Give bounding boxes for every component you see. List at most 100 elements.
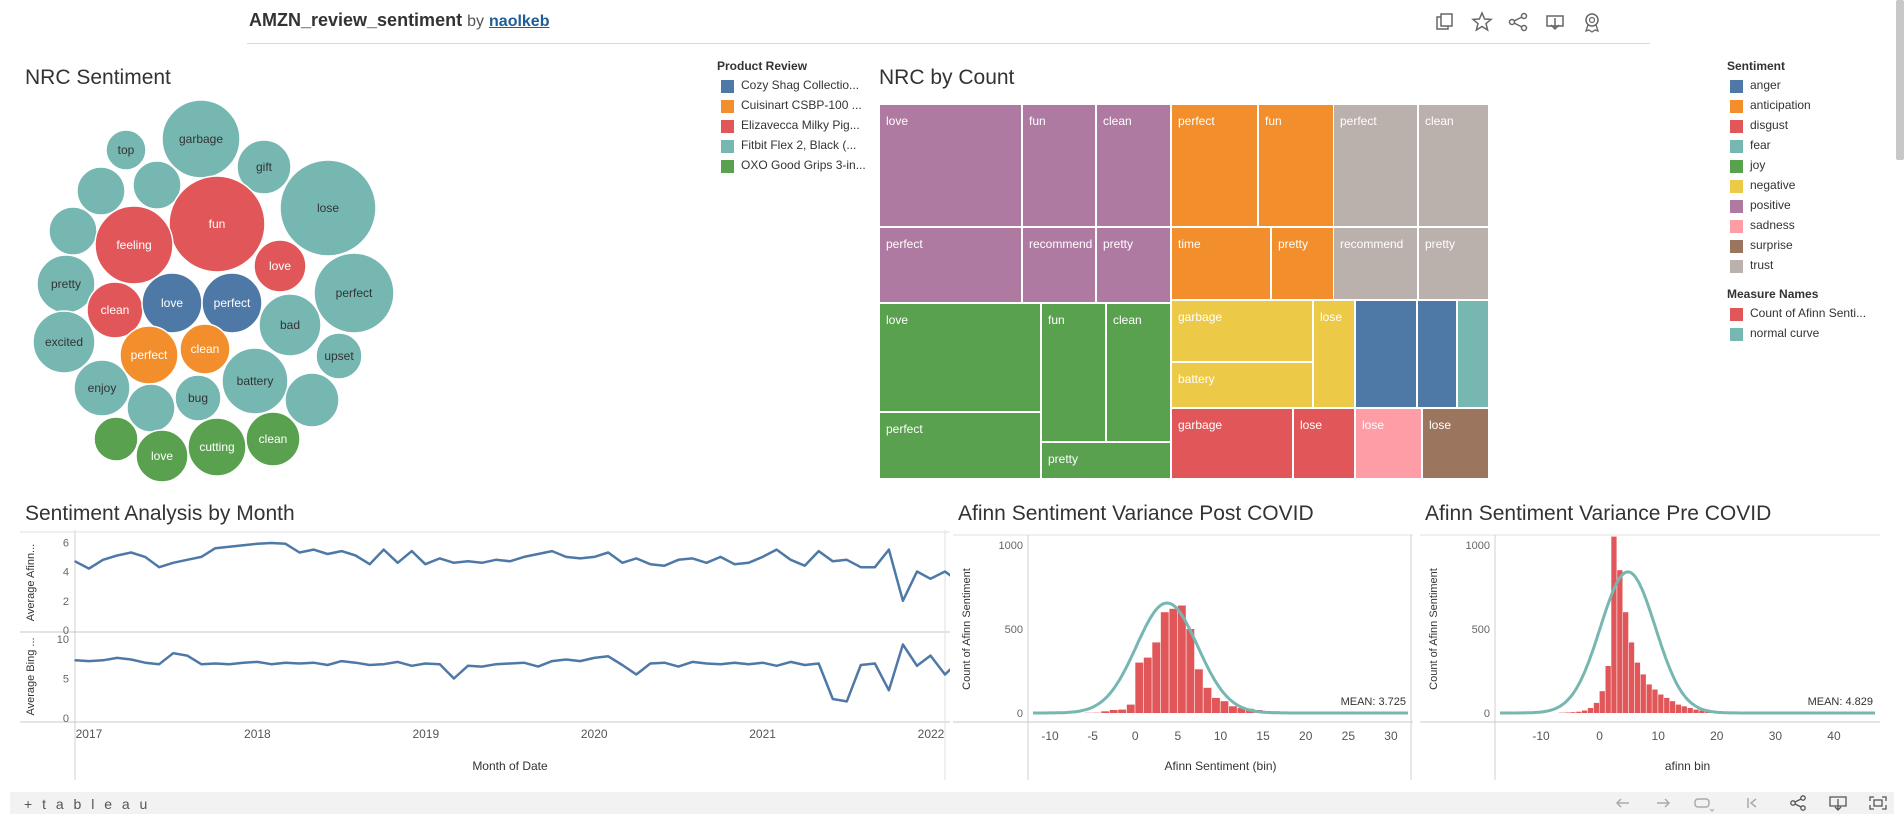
bubble-pretty[interactable]: pretty xyxy=(36,254,96,314)
line-point[interactable] xyxy=(214,662,217,665)
treemap-cell-trust-clean[interactable]: clean xyxy=(1418,104,1489,227)
nrc-count-treemap[interactable]: love fun clean perfect recommend pretty love fu… xyxy=(879,104,1489,479)
histogram-bar[interactable] xyxy=(1203,687,1212,713)
histogram-bar[interactable] xyxy=(1570,712,1576,713)
bubble-fun[interactable]: fun xyxy=(168,175,266,273)
series-line-average-afinn[interactable] xyxy=(74,541,950,624)
line-point[interactable] xyxy=(354,554,357,557)
bubble-excited[interactable]: excited xyxy=(32,310,96,374)
histogram-bar[interactable] xyxy=(1186,629,1195,713)
bubble-love[interactable]: love xyxy=(135,429,189,483)
bubble-unlabeled[interactable] xyxy=(126,383,176,433)
line-point[interactable] xyxy=(396,661,399,663)
line-point[interactable] xyxy=(144,661,146,664)
line-point[interactable] xyxy=(663,564,666,567)
line-point[interactable] xyxy=(481,665,483,668)
histogram-bar[interactable] xyxy=(1611,536,1617,713)
treemap-cell-anger[interactable] xyxy=(1355,300,1417,408)
line-point[interactable] xyxy=(354,661,357,664)
line-point[interactable] xyxy=(705,562,708,564)
legend-item-joy[interactable]: joy xyxy=(1730,157,1880,175)
histogram-bar[interactable] xyxy=(1126,704,1135,713)
bubble-clean[interactable]: clean xyxy=(179,323,231,375)
treemap-cell-anger[interactable] xyxy=(1417,300,1457,408)
legend-item-anger[interactable]: anger xyxy=(1730,77,1880,95)
histogram-bar[interactable] xyxy=(1177,605,1186,714)
legend-item-negative[interactable]: negative xyxy=(1730,177,1880,195)
line-point[interactable] xyxy=(102,659,104,662)
line-point[interactable] xyxy=(929,654,932,657)
histogram-bar[interactable] xyxy=(1564,712,1570,714)
histogram-bar[interactable] xyxy=(1152,642,1161,713)
tableau-logo[interactable]: + t a b l e a u xyxy=(24,796,151,812)
treemap-cell-negative-garbage[interactable]: garbage xyxy=(1171,300,1313,362)
treemap-cell-joy-pretty[interactable]: pretty xyxy=(1041,442,1171,479)
histogram-bar[interactable] xyxy=(1646,684,1652,713)
bubble-love[interactable]: love xyxy=(253,239,307,293)
legend-item-count-of-afinn-senti[interactable]: Count of Afinn Senti... xyxy=(1730,305,1880,323)
histogram-bar[interactable] xyxy=(1634,662,1641,713)
bubble-love[interactable]: love xyxy=(141,272,203,334)
line-point[interactable] xyxy=(284,661,287,664)
line-point[interactable] xyxy=(579,557,581,560)
line-point[interactable] xyxy=(495,663,497,665)
legend-item-anticipation[interactable]: anticipation xyxy=(1730,97,1880,115)
line-point[interactable] xyxy=(453,562,455,564)
line-point[interactable] xyxy=(298,551,301,554)
line-point[interactable] xyxy=(860,664,862,666)
line-point[interactable] xyxy=(130,551,132,554)
line-point[interactable] xyxy=(214,547,217,549)
line-point[interactable] xyxy=(705,662,708,665)
line-point[interactable] xyxy=(817,550,820,552)
line-point[interactable] xyxy=(761,661,764,664)
bubble-unlabeled[interactable] xyxy=(48,206,98,256)
line-point[interactable] xyxy=(88,567,90,570)
treemap-cell-disgust-garbage[interactable]: garbage xyxy=(1171,408,1293,479)
line-point[interactable] xyxy=(74,659,76,662)
line-point[interactable] xyxy=(270,542,273,544)
treemap-cell-joy-clean[interactable]: clean xyxy=(1106,303,1171,442)
histogram-bar[interactable] xyxy=(1169,608,1178,713)
line-point[interactable] xyxy=(453,677,455,680)
line-point[interactable] xyxy=(593,657,595,659)
line-point[interactable] xyxy=(916,570,918,573)
normal-curve-line[interactable] xyxy=(1500,570,1875,715)
line-point[interactable] xyxy=(186,559,188,561)
line-point[interactable] xyxy=(256,543,259,545)
nrc-sentiment-bubble-chart[interactable]: top garbage gift lose fun feeling love pretty pe… xyxy=(25,92,405,487)
histogram-bar[interactable] xyxy=(1593,702,1600,713)
line-point[interactable] xyxy=(228,663,231,665)
line-point[interactable] xyxy=(509,662,511,665)
bubble-clean[interactable]: clean xyxy=(245,411,301,467)
treemap-cell-positive-fun[interactable]: fun xyxy=(1022,104,1096,227)
bubble-battery[interactable]: battery xyxy=(221,347,289,415)
bubble-unlabeled[interactable] xyxy=(132,160,182,210)
histogram-bar[interactable] xyxy=(1109,710,1118,713)
legend-item-surprise[interactable]: surprise xyxy=(1730,237,1880,255)
line-point[interactable] xyxy=(719,556,722,558)
line-point[interactable] xyxy=(424,563,427,565)
line-point[interactable] xyxy=(172,652,174,654)
line-point[interactable] xyxy=(649,662,652,665)
line-point[interactable] xyxy=(944,570,946,573)
series-line-average-bing[interactable] xyxy=(74,643,950,703)
line-point[interactable] xyxy=(158,566,160,568)
line-point[interactable] xyxy=(747,562,750,564)
legend-item-normal-curve[interactable]: normal curve xyxy=(1730,325,1880,343)
line-point[interactable] xyxy=(200,556,203,558)
treemap-cell-joy-love[interactable]: love xyxy=(879,303,1041,412)
line-point[interactable] xyxy=(312,661,315,664)
histogram-bar[interactable] xyxy=(1675,704,1682,713)
line-point[interactable] xyxy=(396,562,399,564)
treemap-cell-positive-clean[interactable]: clean xyxy=(1096,104,1171,227)
treemap-cell-negative-lose[interactable]: lose xyxy=(1313,300,1355,408)
line-point[interactable] xyxy=(677,559,680,561)
line-point[interactable] xyxy=(551,660,553,662)
normal-curve-line[interactable] xyxy=(1033,601,1408,715)
line-point[interactable] xyxy=(242,661,245,664)
line-point[interactable] xyxy=(537,665,539,668)
bubble-bug[interactable]: bug xyxy=(174,374,222,422)
treemap-cell-joy-perfect[interactable]: perfect xyxy=(879,412,1041,479)
treemap-cell-anticipation-time[interactable]: time xyxy=(1171,227,1271,300)
histogram-bar[interactable] xyxy=(1628,642,1635,713)
